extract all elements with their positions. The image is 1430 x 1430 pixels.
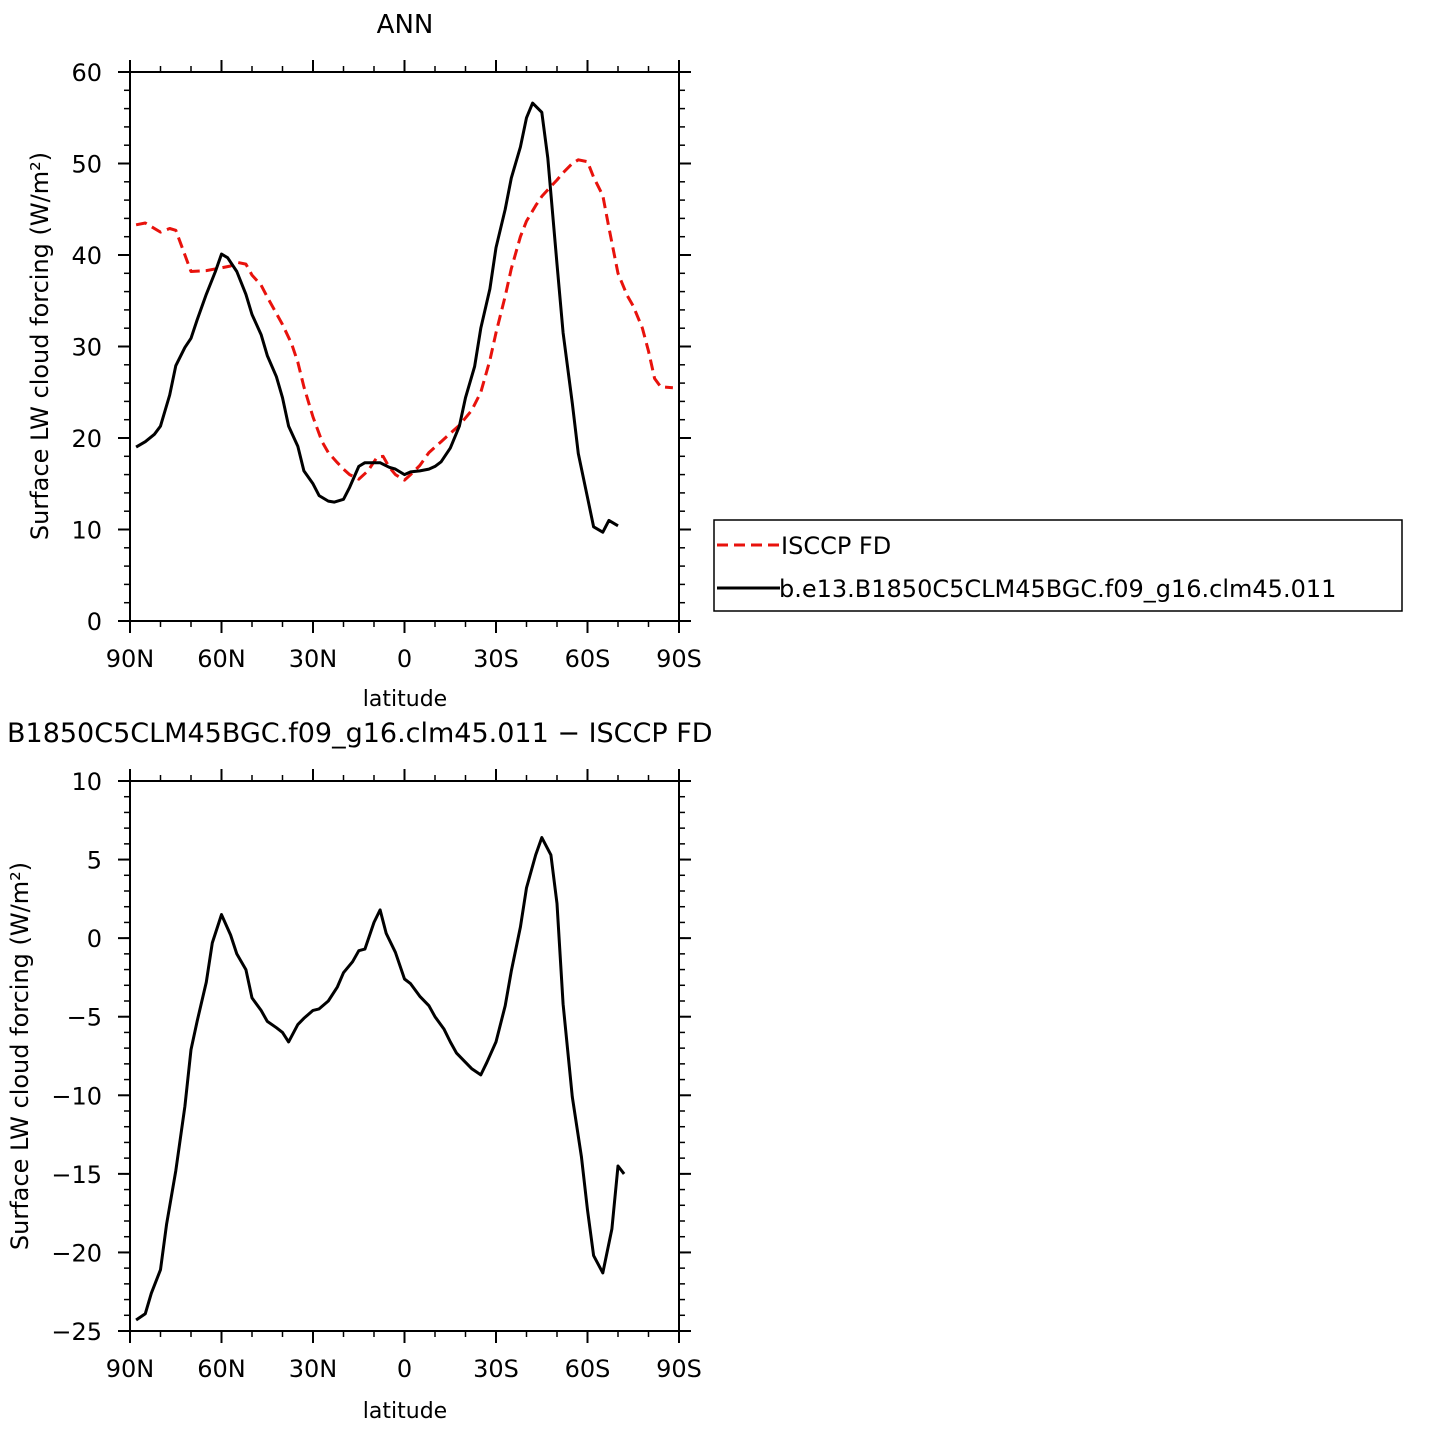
- top-plot-frame: [129, 71, 680, 622]
- y-tick-label: −5: [67, 1004, 102, 1032]
- y-tick-label: −10: [51, 1082, 102, 1110]
- y-tick-label: 20: [71, 425, 102, 453]
- bottom-plot-frame: [129, 780, 680, 1332]
- isccp-fd-line: [135, 158, 674, 482]
- model-line: [135, 101, 619, 534]
- x-tick-label: 30S: [473, 645, 519, 673]
- top-chart-panel: ANN 90N 60N 30N 0 30S 60S 90S 0 10 20 30 40 50 60 lat…: [26, 10, 702, 712]
- x-tick-label: 30S: [473, 1355, 519, 1383]
- x-tick-label: 0: [397, 1355, 412, 1383]
- difference-line: [135, 836, 626, 1322]
- x-tick-label: 30N: [289, 1355, 338, 1383]
- x-tick-label: 60S: [565, 1355, 611, 1383]
- y-tick-label: 0: [87, 608, 102, 636]
- x-tick-label: 0: [397, 645, 412, 673]
- y-tick-label: 10: [71, 768, 102, 796]
- y-tick-label: 5: [87, 847, 102, 875]
- x-tick-label: 90N: [106, 645, 155, 673]
- x-tick-label: 60N: [197, 645, 246, 673]
- top-chart-series: [135, 101, 674, 534]
- y-tick-label: −20: [51, 1239, 102, 1267]
- x-tick-label: 60S: [565, 645, 611, 673]
- bottom-chart-panel: B1850C5CLM45BGC.f09_g16.clm45.011 − ISCC…: [6, 718, 713, 1424]
- x-tick-label: 90S: [656, 1355, 702, 1383]
- bottom-chart-axes: 90N 60N 30N 0 30S 60S 90S −25 −20 −15 −10 −5 0 5 10: [51, 768, 702, 1383]
- y-tick-label: 40: [71, 242, 102, 270]
- y-tick-label: 50: [71, 151, 102, 179]
- x-tick-label: 30N: [289, 645, 338, 673]
- top-x-axis-label: latitude: [363, 687, 447, 712]
- x-tick-label: 60N: [197, 1355, 246, 1383]
- y-tick-label: −25: [51, 1318, 102, 1346]
- x-tick-label: 90S: [656, 645, 702, 673]
- y-tick-label: −15: [51, 1161, 102, 1189]
- bottom-chart-title: B1850C5CLM45BGC.f09_g16.clm45.011 − ISCC…: [7, 718, 713, 749]
- legend-label-isccp: ISCCP FD: [781, 532, 891, 560]
- top-y-axis-label: Surface LW cloud forcing (W/m²): [26, 152, 54, 540]
- x-tick-label: 90N: [106, 1355, 155, 1383]
- top-chart-title: ANN: [377, 10, 434, 40]
- y-tick-label: 0: [87, 925, 102, 953]
- bottom-y-axis-label: Surface LW cloud forcing (W/m²): [6, 862, 34, 1250]
- bottom-x-axis-label: latitude: [363, 1399, 447, 1424]
- legend: ISCCP FD b.e13.B1850C5CLM45BGC.f09_g16.c…: [713, 519, 1403, 612]
- top-chart-axes: 90N 60N 30N 0 30S 60S 90S 0 10 20 30 40 50 60: [71, 59, 701, 673]
- y-tick-label: 10: [71, 517, 102, 545]
- legend-box: [713, 519, 1403, 612]
- y-tick-label: 30: [71, 334, 102, 362]
- legend-label-model: b.e13.B1850C5CLM45BGC.f09_g16.clm45.011: [779, 575, 1336, 603]
- bottom-chart-series: [135, 836, 626, 1322]
- y-tick-label: 60: [71, 59, 102, 87]
